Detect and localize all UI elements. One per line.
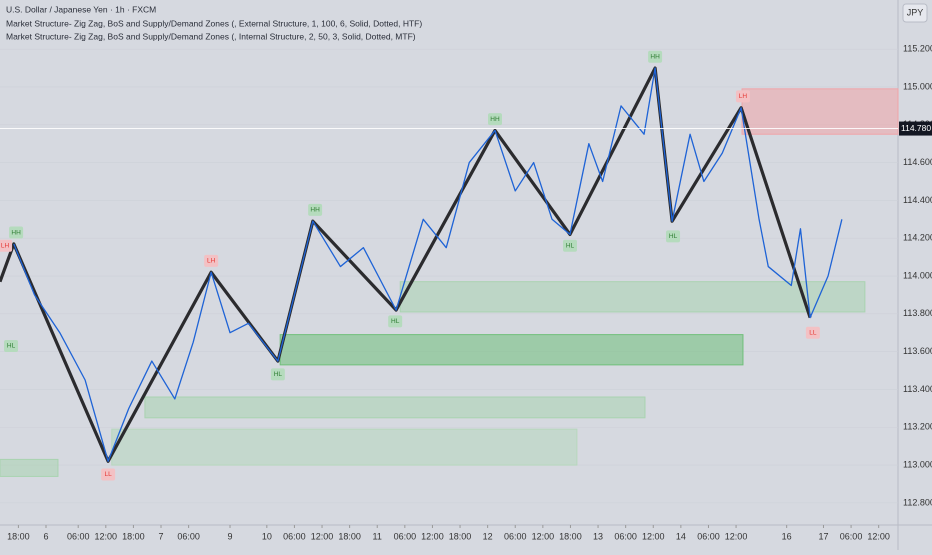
x-tick-label: 18:00	[449, 531, 472, 541]
pivot-label: HL	[669, 233, 678, 240]
currency-label: JPY	[907, 7, 924, 17]
y-tick-label: 114.600	[903, 157, 932, 167]
pivot-label: HH	[310, 207, 320, 214]
pivot-label: HH	[11, 229, 21, 236]
x-tick-label: 17	[818, 531, 828, 541]
pivot-label: HL	[566, 242, 575, 249]
pivot-badge	[101, 468, 116, 481]
price-label: 114.780	[901, 123, 931, 133]
zone	[144, 396, 646, 419]
pivot-label: HL	[391, 318, 400, 325]
x-tick-label: 11	[373, 531, 382, 541]
x-tick-label: 7	[159, 531, 164, 541]
pivot-label: LH	[1, 242, 10, 249]
x-tick-label: 18:00	[559, 531, 582, 541]
y-tick-label: 114.000	[903, 270, 932, 280]
structure-line	[13, 67, 843, 462]
x-tick-label: 06:00	[283, 531, 306, 541]
y-tick-label: 114.200	[903, 233, 932, 243]
x-tick-label: 14	[676, 531, 686, 541]
y-tick-label: 115.200	[903, 44, 932, 54]
zone	[0, 458, 59, 477]
pivot-label: HH	[650, 53, 660, 60]
zone	[399, 281, 866, 313]
pivot-label: LL	[809, 329, 817, 336]
pivot-label: LH	[207, 258, 216, 265]
y-tick-label: 113.800	[903, 308, 932, 318]
x-tick-label: 10	[262, 531, 272, 541]
y-tick-label: 113.000	[903, 459, 932, 469]
currency-button[interactable]	[902, 3, 928, 23]
x-tick-label: 12	[483, 531, 493, 541]
indicator-label: Market Structure- Zig Zag, BoS and Suppl…	[6, 18, 422, 28]
pivot-badge	[488, 113, 503, 126]
y-tick-label: 112.800	[903, 497, 932, 507]
x-tick-label: 9	[228, 531, 233, 541]
pivot-badge	[4, 339, 19, 352]
x-tick-label: 06:00	[840, 531, 863, 541]
x-tick-label: 12:00	[421, 531, 444, 541]
x-tick-label: 06:00	[67, 531, 90, 541]
pivot-label: HL	[274, 371, 283, 378]
chart-title: U.S. Dollar / Japanese Yen · 1h · FXCM	[6, 4, 156, 14]
pivot-label: HH	[490, 116, 500, 123]
pivot-badge	[562, 239, 577, 252]
x-tick-label: 18:00	[122, 531, 145, 541]
y-tick-label: 115.000	[903, 81, 932, 91]
x-tick-label: 13	[593, 531, 603, 541]
x-tick-label: 12:00	[725, 531, 748, 541]
x-tick-label: 12:00	[311, 531, 334, 541]
pivot-badge	[204, 254, 219, 267]
x-tick-label: 06:00	[177, 531, 200, 541]
pivot-badge	[0, 239, 13, 252]
pivot-badge	[270, 368, 285, 381]
pivot-badge	[308, 203, 323, 216]
zone	[111, 428, 578, 466]
y-tick-label: 114.400	[903, 195, 932, 205]
x-tick-label: 12:00	[532, 531, 555, 541]
pivot-badge	[648, 50, 663, 63]
pivot-badge	[805, 326, 820, 339]
pivot-label: HL	[7, 343, 16, 350]
x-tick-label: 06:00	[614, 531, 637, 541]
pivot-badge	[388, 315, 403, 328]
pivot-label: LH	[739, 93, 748, 100]
x-tick-label: 18:00	[338, 531, 361, 541]
x-tick-label: 12:00	[95, 531, 118, 541]
x-tick-label: 6	[43, 531, 48, 541]
x-tick-label: 06:00	[504, 531, 527, 541]
x-tick-label: 16	[782, 531, 792, 541]
zone	[279, 334, 744, 366]
pivot-badge	[735, 90, 750, 103]
x-tick-label: 12:00	[867, 531, 890, 541]
x-tick-label: 18:00	[7, 531, 30, 541]
y-tick-label: 113.400	[903, 384, 932, 394]
y-tick-label: 113.600	[903, 346, 932, 356]
y-tick-label: 113.200	[903, 422, 932, 432]
pivot-label: LL	[104, 471, 112, 478]
pivot-badge	[9, 226, 24, 239]
x-tick-label: 06:00	[697, 531, 720, 541]
x-tick-label: 12:00	[642, 531, 665, 541]
indicator-label: Market Structure- Zig Zag, BoS and Suppl…	[6, 31, 416, 41]
price-badge	[899, 121, 932, 136]
zone	[741, 88, 899, 135]
pivot-badge	[666, 230, 681, 243]
x-tick-label: 06:00	[394, 531, 417, 541]
